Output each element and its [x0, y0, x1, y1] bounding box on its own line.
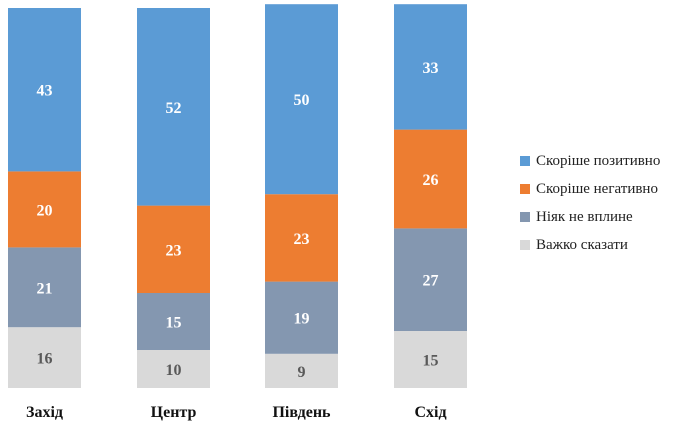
bar-segment-4-3 — [265, 353, 338, 388]
category-label-2: Центр — [151, 404, 197, 421]
bar-segment-2-3 — [265, 194, 338, 282]
data-label-4-3: 9 — [298, 364, 306, 381]
category-label-1: Захід — [26, 404, 63, 421]
bar-segment-1-1 — [8, 8, 81, 172]
data-label-3-2: 15 — [166, 315, 182, 332]
category-label-3: Південь — [272, 404, 331, 421]
data-label-2-3: 23 — [294, 231, 310, 248]
bar-segment-3-1 — [8, 247, 81, 328]
bar-segment-3-3 — [265, 281, 338, 354]
bar-segment-2-2 — [137, 205, 210, 293]
bar-segment-4-1 — [8, 327, 81, 388]
data-label-3-1: 21 — [37, 280, 53, 297]
category-labels: Захід Центр Південь Схід — [26, 404, 447, 421]
bar-segment-4-4 — [394, 331, 467, 388]
bar-segment-2-4 — [394, 129, 467, 229]
legend-label-4: Важко сказати — [536, 237, 628, 253]
data-label-1-3: 50 — [294, 92, 310, 109]
data-label-1-4: 33 — [423, 60, 439, 77]
bar-segment-2-1 — [8, 171, 81, 248]
legend-swatch-2 — [520, 184, 530, 194]
legend-swatch-4 — [520, 240, 530, 250]
bar-segment-4-2 — [137, 350, 210, 388]
legend-label-3: Ніяк не вплине — [536, 209, 633, 225]
bars-layer: 16 21 20 43 10 15 23 52 9 19 23 50 15 27 26 33 — [8, 4, 467, 388]
legend-swatch-1 — [520, 156, 530, 166]
data-label-3-3: 19 — [294, 311, 310, 328]
bar-segment-1-3 — [265, 4, 338, 195]
data-label-2-4: 26 — [423, 172, 439, 189]
bar-segment-1-2 — [137, 8, 210, 206]
bar-segment-1-4 — [394, 4, 467, 130]
data-label-2-1: 20 — [37, 202, 53, 219]
bar-segment-3-2 — [137, 293, 210, 350]
data-label-1-1: 43 — [37, 83, 53, 100]
legend-swatch-3 — [520, 212, 530, 222]
data-label-4-4: 15 — [423, 353, 439, 370]
legend-label-2: Скоріше негативно — [536, 181, 658, 197]
data-label-4-1: 16 — [37, 351, 53, 368]
data-label-4-2: 10 — [166, 362, 182, 379]
category-label-4: Схід — [414, 404, 446, 421]
legend-label-1: Скоріше позитивно — [536, 153, 660, 169]
data-label-3-4: 27 — [423, 273, 439, 290]
legend: Скоріше позитивно Скоріше негативно Ніяк н… — [520, 153, 660, 253]
data-label-1-2: 52 — [166, 100, 182, 117]
bar-segment-3-4 — [394, 228, 467, 331]
data-label-2-2: 23 — [166, 242, 182, 259]
